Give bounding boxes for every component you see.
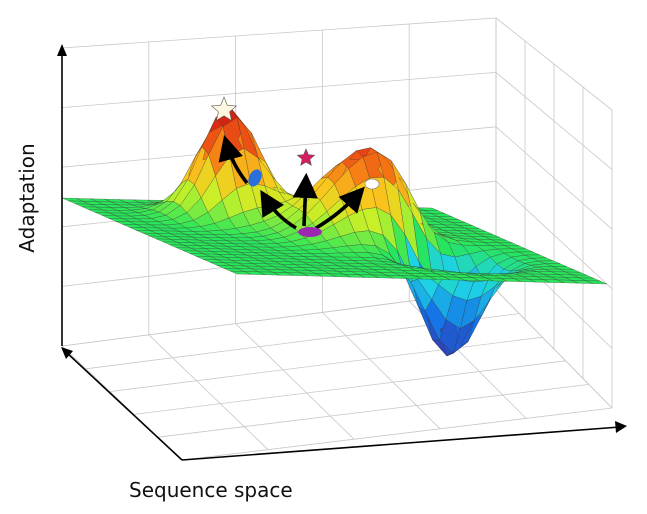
- grid-line: [235, 323, 355, 440]
- depth-axis-line: [65, 351, 183, 461]
- grid-line: [181, 407, 613, 461]
- global-peak-star: [210, 96, 238, 122]
- arrow-to-global-peak: [218, 135, 249, 185]
- surface-facet: [585, 280, 608, 285]
- y-axis-label: Adaptation: [15, 143, 39, 253]
- y-axis-arrowhead: [57, 44, 67, 56]
- purple-marker: [298, 227, 322, 237]
- axes: [57, 44, 627, 461]
- background-grid: [61, 17, 613, 461]
- grid-line: [322, 312, 441, 430]
- grid-line: [61, 72, 497, 108]
- white-marker: [364, 178, 380, 190]
- x-axis-line: [181, 426, 621, 461]
- grid-line: [109, 336, 543, 392]
- x-axis-arrowhead: [615, 421, 627, 433]
- arrow-to-blue-marker: [260, 189, 297, 230]
- grid-line: [157, 384, 589, 438]
- depth-axis-arrowhead: [61, 347, 73, 359]
- grid-line: [133, 360, 566, 415]
- x-axis-label: Sequence space: [129, 478, 293, 502]
- grid-line: [61, 126, 497, 168]
- grid-line: [495, 289, 613, 409]
- local-peak-star: [296, 148, 316, 166]
- grid-line: [148, 334, 269, 450]
- blue-marker: [248, 169, 262, 187]
- path-markers: [210, 96, 380, 237]
- grid-line: [61, 17, 497, 49]
- arrow-to-local-peak: [292, 172, 318, 227]
- arrow-to-white-marker: [315, 186, 365, 230]
